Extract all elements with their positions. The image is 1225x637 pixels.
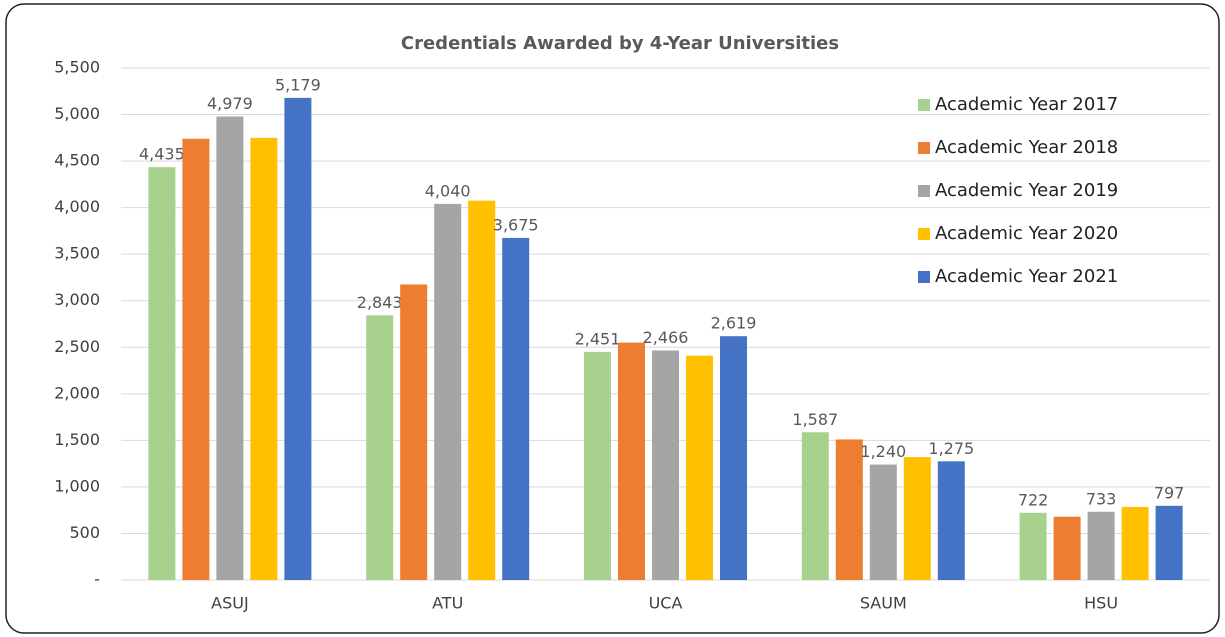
bar xyxy=(1087,511,1115,580)
y-tick-label: 2,000 xyxy=(54,383,100,402)
y-tick-label: 3,500 xyxy=(54,244,100,263)
bar xyxy=(1155,505,1183,580)
bar xyxy=(937,461,965,580)
bar xyxy=(1053,516,1081,580)
bar xyxy=(182,138,210,580)
y-tick-label: 4,000 xyxy=(54,197,100,216)
y-tick-label: 3,000 xyxy=(54,290,100,309)
x-tick-label: HSU xyxy=(1084,594,1118,613)
y-tick-label: 1,000 xyxy=(54,476,100,495)
bar xyxy=(584,351,611,580)
bar xyxy=(835,439,863,580)
bar xyxy=(148,167,176,580)
legend-label: Academic Year 2021 xyxy=(935,266,1118,287)
data-label: 1,240 xyxy=(860,442,906,461)
data-label: 4,040 xyxy=(425,181,471,200)
y-tick-label: 1,500 xyxy=(54,430,100,449)
y-tick-label: 5,500 xyxy=(54,58,100,77)
bar xyxy=(434,203,462,580)
y-tick-label: 4,500 xyxy=(54,151,100,170)
data-label: 2,843 xyxy=(357,293,403,312)
bar xyxy=(1019,512,1047,580)
data-label: 1,587 xyxy=(792,410,838,429)
bar xyxy=(400,284,428,580)
data-label: 722 xyxy=(1018,490,1049,509)
x-tick-label: ASUJ xyxy=(211,594,249,613)
chart-title: Credentials Awarded by 4-Year Universiti… xyxy=(401,33,839,54)
bar xyxy=(869,464,897,580)
data-label: 4,979 xyxy=(207,94,253,113)
data-label: 3,675 xyxy=(493,215,539,234)
y-tick-label: 5,000 xyxy=(54,104,100,123)
data-label: 1,275 xyxy=(928,439,974,458)
bar xyxy=(801,432,829,580)
bar xyxy=(686,355,713,580)
data-label: 2,466 xyxy=(643,328,689,347)
x-tick-label: ATU xyxy=(432,594,463,613)
bar xyxy=(284,97,312,581)
legend-label: Academic Year 2019 xyxy=(935,180,1118,201)
legend-swatch xyxy=(918,228,930,240)
bar xyxy=(216,116,244,580)
legend-swatch xyxy=(918,271,930,283)
data-label: 5,179 xyxy=(275,75,321,94)
data-label: 797 xyxy=(1154,483,1185,502)
bar xyxy=(468,200,496,580)
y-tick-label: - xyxy=(94,570,100,589)
bar xyxy=(618,342,645,580)
bar xyxy=(366,315,394,580)
legend-label: Academic Year 2017 xyxy=(935,94,1118,115)
bar xyxy=(652,350,679,580)
x-tick-label: SAUM xyxy=(860,594,907,613)
bar xyxy=(1121,506,1149,580)
legend-swatch xyxy=(918,142,930,154)
data-label: 4,435 xyxy=(139,145,185,164)
y-tick-label: 500 xyxy=(69,523,100,542)
data-label: 733 xyxy=(1086,489,1117,508)
bar xyxy=(502,237,530,580)
x-tick-label: UCA xyxy=(649,594,683,613)
data-label: 2,619 xyxy=(711,314,757,333)
bar xyxy=(250,137,278,580)
legend-swatch xyxy=(918,99,930,111)
bar xyxy=(720,336,747,580)
legend-label: Academic Year 2020 xyxy=(935,223,1118,244)
bar xyxy=(903,457,931,580)
y-tick-label: 2,500 xyxy=(54,337,100,356)
legend-swatch xyxy=(918,185,930,197)
data-label: 2,451 xyxy=(575,329,621,348)
legend-label: Academic Year 2018 xyxy=(935,137,1118,158)
